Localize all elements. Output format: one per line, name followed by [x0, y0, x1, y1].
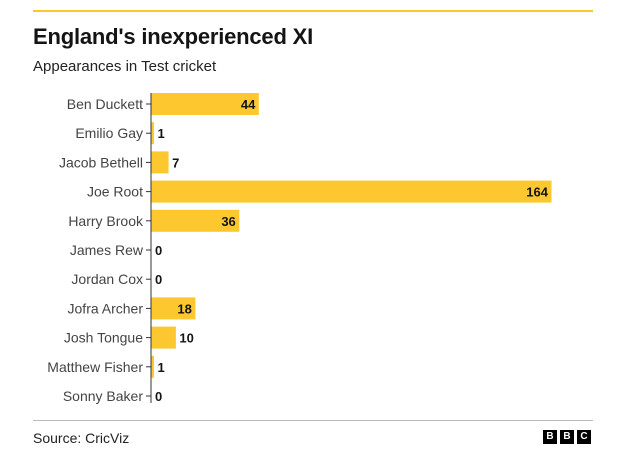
bottom-rule	[33, 420, 593, 421]
category-label: James Rew	[70, 242, 144, 258]
category-label: Harry Brook	[68, 213, 144, 229]
value-label: 36	[221, 214, 235, 229]
bar-chart: Ben Duckett 44 Emilio Gay 1 Jacob Bethell 7 Jo…	[47, 93, 552, 404]
value-label: 10	[179, 331, 193, 346]
bbc-logo-letter: B	[560, 430, 574, 444]
top-rule	[33, 10, 593, 12]
bar	[151, 209, 240, 232]
category-label: Joe Root	[87, 184, 143, 200]
chart-subtitle: Appearances in Test cricket	[33, 58, 217, 75]
category-label: Matthew Fisher	[47, 359, 143, 375]
value-label: 0	[155, 389, 162, 404]
source-note: Source: CricViz	[33, 430, 130, 446]
category-label: Jordan Cox	[71, 271, 143, 287]
bar	[151, 355, 154, 378]
bar	[151, 93, 259, 115]
value-label: 7	[172, 155, 179, 170]
bbc-logo-letter: C	[577, 430, 591, 444]
value-label: 0	[155, 243, 162, 258]
value-label: 1	[157, 360, 164, 375]
value-label: 0	[155, 272, 162, 287]
category-label: Ben Duckett	[67, 96, 143, 112]
category-label: Jacob Bethell	[59, 154, 143, 170]
category-label: Josh Tongue	[64, 330, 143, 346]
bar	[151, 297, 196, 320]
category-label: Emilio Gay	[75, 125, 143, 141]
value-label: 18	[177, 301, 191, 316]
bar	[151, 326, 176, 349]
value-label: 44	[241, 97, 256, 112]
bar	[151, 180, 552, 203]
bbc-logo-letter: B	[543, 430, 557, 444]
value-label: 164	[526, 185, 548, 200]
bar	[151, 151, 169, 174]
chart-title: England's inexperienced XI	[33, 24, 314, 49]
bar	[151, 122, 154, 145]
value-label: 1	[157, 126, 164, 141]
bbc-logo: B B C	[543, 430, 591, 444]
category-label: Sonny Baker	[63, 388, 143, 404]
category-label: Jofra Archer	[68, 300, 144, 316]
